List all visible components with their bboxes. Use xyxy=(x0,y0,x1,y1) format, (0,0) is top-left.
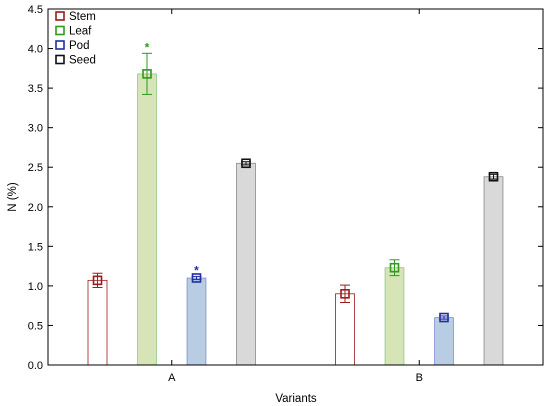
y-axis-title: N (%) xyxy=(7,182,19,212)
mean-marker xyxy=(389,262,400,273)
bar xyxy=(186,277,207,366)
plot-area: ** xyxy=(87,40,504,366)
mean-marker xyxy=(439,312,449,323)
y-tick-label: 2.5 xyxy=(28,162,43,174)
bar xyxy=(434,317,454,366)
legend-label: Seed xyxy=(69,55,96,67)
bar xyxy=(87,279,108,366)
significance-marker: * xyxy=(145,40,150,54)
mean-marker xyxy=(92,275,103,286)
significance-marker: * xyxy=(194,263,199,277)
bar xyxy=(483,176,504,366)
axes: 0.0 0.5 1.0 1.5 2.0 2.5 3.0 3.5 4.0 4.5 A B xyxy=(28,4,544,384)
plot-frame xyxy=(47,8,544,366)
x-tick-label: B xyxy=(416,372,423,384)
bar xyxy=(137,73,157,366)
legend-label: Leaf xyxy=(69,26,92,38)
legend-marker xyxy=(55,25,65,36)
y-tick-label: 2.0 xyxy=(28,202,43,214)
y-tick-label: 4.0 xyxy=(28,44,43,56)
legend-label: Stem xyxy=(69,11,96,23)
legend-marker xyxy=(55,40,65,50)
mean-marker xyxy=(142,69,152,79)
x-axis-title: Variants xyxy=(275,393,317,405)
bar xyxy=(335,293,355,366)
y-tick-label: 0.0 xyxy=(28,360,43,372)
legend-label: Pod xyxy=(69,40,89,52)
legend-marker xyxy=(55,54,65,65)
y-tick-label: 3.5 xyxy=(28,83,43,95)
mean-marker xyxy=(241,158,251,169)
mean-marker xyxy=(340,288,350,299)
bar xyxy=(384,267,405,366)
y-tick-label: 1.0 xyxy=(28,281,43,293)
mean-marker xyxy=(191,273,202,283)
x-tick-label: A xyxy=(168,372,176,384)
y-tick-label: 3.0 xyxy=(28,123,43,135)
legend-marker xyxy=(55,11,65,21)
y-tick-label: 1.5 xyxy=(28,241,43,253)
legend: Stem Leaf Pod Seed xyxy=(55,11,96,67)
mean-marker xyxy=(488,171,499,182)
y-tick-label: 0.5 xyxy=(28,320,43,332)
y-tick-label: 4.5 xyxy=(28,4,43,16)
bar xyxy=(236,162,256,366)
